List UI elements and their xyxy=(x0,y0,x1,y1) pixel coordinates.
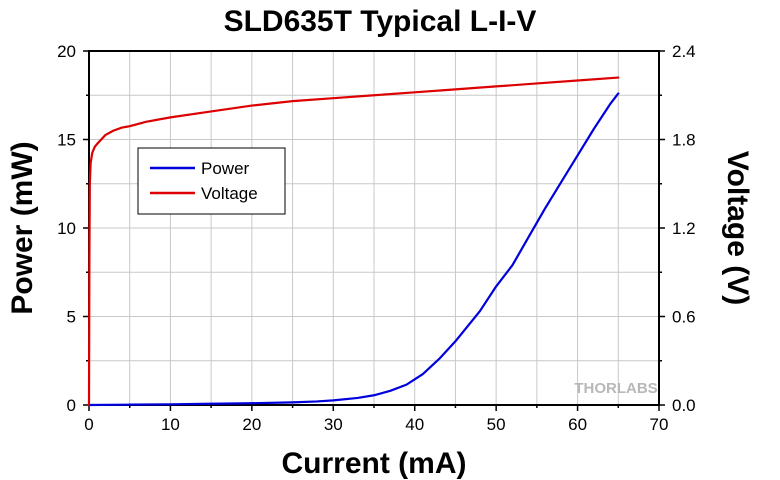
thorlabs-watermark: THORLABS xyxy=(574,380,657,397)
axis-ticks xyxy=(83,50,665,411)
x-tick-label: 50 xyxy=(487,415,506,434)
y-tick-label: 10 xyxy=(57,219,76,238)
y-tick-label: 15 xyxy=(57,131,76,150)
x-axis-label: Current (mA) xyxy=(282,447,467,480)
legend-label-voltage: Voltage xyxy=(201,184,258,203)
series-line-voltage xyxy=(87,76,620,407)
y2-tick-label: 2.4 xyxy=(672,42,696,61)
legend: Power Voltage xyxy=(137,147,286,215)
x-tick-label: 40 xyxy=(405,415,424,434)
y2-tick-label: 0.0 xyxy=(672,396,696,415)
y2-tick-label: 1.2 xyxy=(672,219,696,238)
tick-labels: 0 10 20 30 40 50 60 70 0 5 10 15 20 0.0 0.6 1.2 1.8 2.4 xyxy=(57,42,696,434)
x-tick-label: 10 xyxy=(161,415,180,434)
data-series xyxy=(87,76,620,407)
y-tick-label: 20 xyxy=(57,42,76,61)
y-axis-label: Power (mW) xyxy=(6,141,39,314)
x-tick-label: 60 xyxy=(568,415,587,434)
grid-lines xyxy=(89,51,659,405)
y2-axis-label: Voltage (V) xyxy=(721,151,754,305)
x-tick-label: 30 xyxy=(324,415,343,434)
x-tick-label: 0 xyxy=(84,415,93,434)
series-line-power xyxy=(87,92,620,407)
x-tick-label: 70 xyxy=(650,415,669,434)
y-tick-label: 5 xyxy=(67,308,76,327)
legend-label-power: Power xyxy=(201,159,250,178)
x-tick-label: 20 xyxy=(242,415,261,434)
legend-box xyxy=(137,147,286,215)
y-tick-label: 0 xyxy=(67,396,76,415)
y2-tick-label: 1.8 xyxy=(672,131,696,150)
chart-title: SLD635T Typical L-I-V xyxy=(224,5,537,38)
y2-tick-label: 0.6 xyxy=(672,308,696,327)
